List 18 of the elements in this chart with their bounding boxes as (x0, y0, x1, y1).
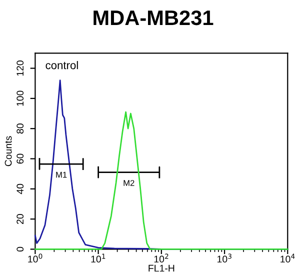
y-tick-label: 80 (16, 124, 24, 134)
y-tick-label: 40 (16, 184, 24, 194)
x-axis-title: FL1-H (148, 264, 174, 272)
annotation: M1 (56, 172, 67, 178)
x-tick-label: 10$^{2}$ (154, 254, 168, 263)
y-tick-label: 100 (16, 90, 24, 106)
y-tick-label: 60 (16, 154, 24, 164)
y-tick-label: 0 (16, 246, 24, 252)
x-tick-label: 10$^{4}$ (280, 254, 295, 263)
x-tick-label: 10$^{3}$ (217, 254, 232, 263)
x-tick-label: 10$^{1}$ (91, 254, 106, 263)
y-tick-label: 120 (16, 60, 24, 76)
annotation: M2 (124, 180, 134, 186)
y-tick-label: 20 (16, 214, 24, 224)
chart-title: MDA-MB231 (94, 10, 214, 26)
x-tick-label: 10$^{0}$ (28, 254, 42, 263)
y-axis-title: Counts (4, 136, 12, 166)
annotation: control (46, 61, 78, 70)
